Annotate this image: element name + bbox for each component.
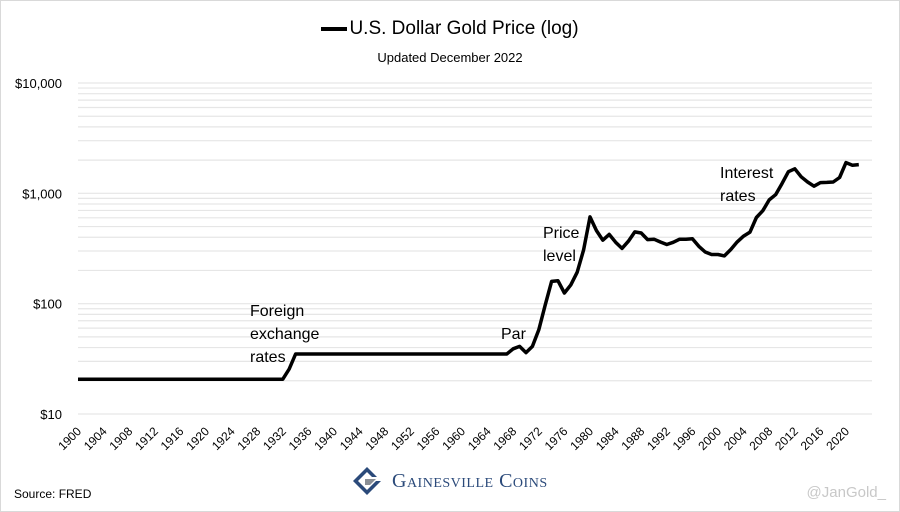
x-tick-label: 2004 (721, 424, 750, 453)
gold-price-line (78, 160, 859, 381)
y-tick-label: $1,000 (22, 186, 62, 201)
x-tick-label: 1932 (260, 424, 289, 453)
y-tick-label: $10 (40, 407, 62, 422)
annotation-label: Foreign (250, 303, 304, 320)
y-tick-label: $100 (33, 297, 62, 312)
annotation-label: exchange (250, 326, 319, 343)
annotation-label: rates (720, 188, 756, 205)
x-tick-label: 1940 (311, 424, 340, 453)
x-tick-label: 1988 (619, 424, 648, 453)
author-handle: @JanGold_ (806, 484, 886, 501)
x-tick-label: 1920 (183, 424, 212, 453)
x-tick-label: 1952 (388, 424, 417, 453)
brand-logo: Gainesville Coins (350, 466, 548, 496)
brand-name: Gainesville Coins (392, 469, 548, 492)
gainesville-coins-logo-icon (353, 467, 381, 495)
x-tick-label: 1956 (414, 424, 443, 453)
x-tick-label: 1972 (516, 424, 545, 453)
x-tick-label: 2000 (695, 424, 724, 453)
x-tick-label: 2008 (747, 424, 776, 453)
annotation-label: Par (501, 326, 527, 343)
x-tick-label: 1928 (235, 424, 264, 453)
x-tick-label: 1960 (439, 424, 468, 453)
y-tick-label: $10,000 (15, 76, 62, 91)
x-tick-label: 1912 (132, 424, 161, 453)
x-tick-label: 1948 (363, 424, 392, 453)
x-tick-label: 1996 (670, 424, 699, 453)
x-tick-label: 1944 (337, 424, 366, 453)
x-tick-label: 1900 (55, 424, 84, 453)
annotation-label: Interest (720, 165, 774, 182)
x-tick-label: 1904 (81, 424, 110, 453)
x-tick-label: 1908 (107, 424, 136, 453)
annotation-label: level (543, 248, 576, 265)
chart-title: U.S. Dollar Gold Price (log) (0, 18, 900, 40)
legend-line-marker (321, 26, 348, 31)
x-tick-label: 1936 (286, 424, 315, 453)
title-text: U.S. Dollar Gold Price (log) (349, 18, 579, 39)
chart-plot: $10 $100 $1,000 $10,000 19001904190819121916… (15, 76, 872, 453)
x-tick-label: 1984 (593, 424, 622, 453)
x-tick-label: 1976 (542, 424, 571, 453)
x-tick-label: 1916 (158, 424, 187, 453)
x-tick-label: 1992 (644, 424, 673, 453)
x-tick-label: 1924 (209, 424, 238, 453)
x-tick-label: 2020 (823, 424, 852, 453)
x-tick-label: 1968 (491, 424, 520, 453)
x-tick-label: 2016 (798, 424, 827, 453)
x-tick-label: 2012 (772, 424, 801, 453)
x-tick-label: 1964 (465, 424, 494, 453)
annotation-label: rates (250, 349, 286, 366)
x-tick-label: 1980 (567, 424, 596, 453)
chart-subtitle: Updated December 2022 (377, 50, 523, 65)
source-note: Source: FRED (14, 487, 92, 501)
annotation-label: Price (543, 225, 580, 242)
